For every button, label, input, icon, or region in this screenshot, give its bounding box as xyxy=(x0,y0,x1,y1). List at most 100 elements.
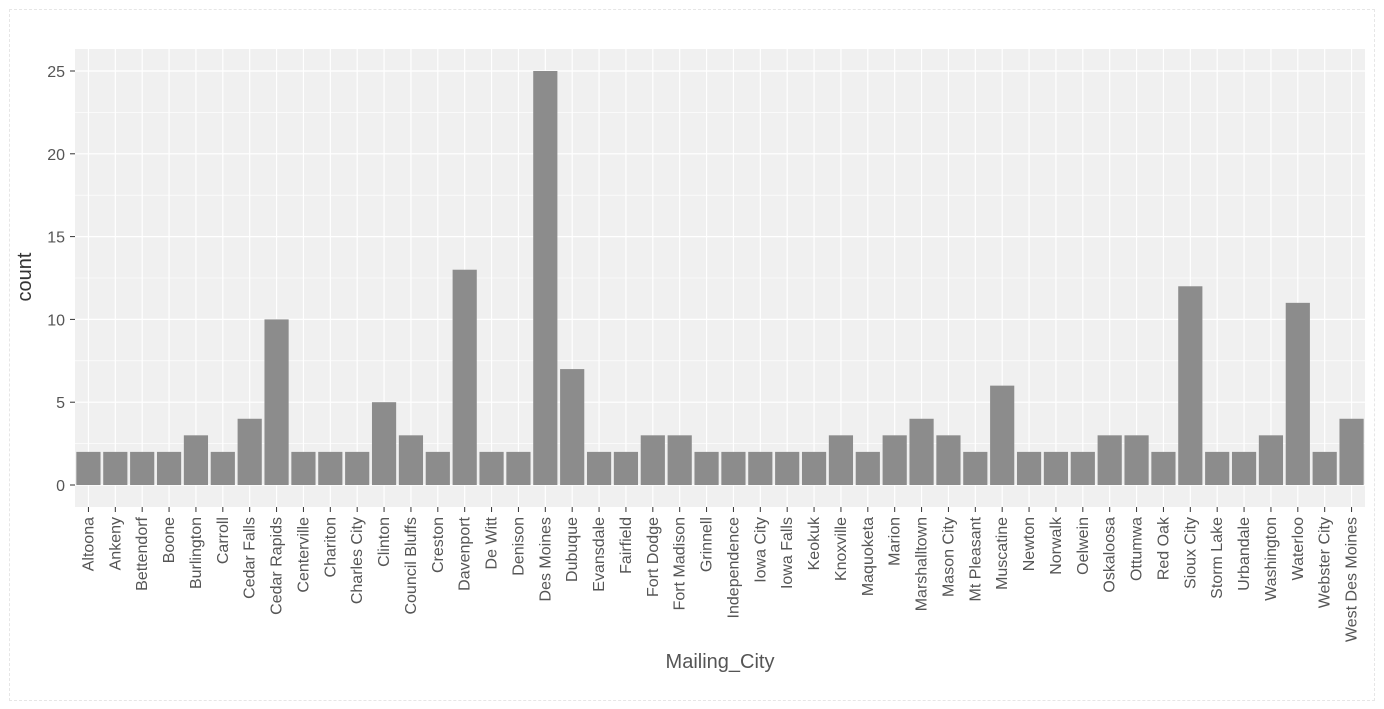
x-tick-label: Ankeny xyxy=(107,517,124,570)
bar-waterloo xyxy=(1285,302,1310,485)
x-tick-label: Burlington xyxy=(188,517,205,589)
x-tick-label: Council Bluffs xyxy=(403,517,420,615)
x-tick-label: Muscatine xyxy=(994,517,1011,590)
x-tick-label: Cedar Falls xyxy=(242,517,259,599)
bar-webster-city xyxy=(1312,451,1337,485)
x-tick-label: Storm Lake xyxy=(1209,517,1226,599)
x-tick-label: Knoxville xyxy=(833,517,850,581)
x-tick-label: De Witt xyxy=(484,516,501,569)
bar-washington xyxy=(1258,435,1284,485)
bar-davenport xyxy=(452,269,477,485)
x-tick-label: Cedar Rapids xyxy=(269,517,286,615)
y-tick-label: 25 xyxy=(47,64,65,81)
bar-boone xyxy=(156,451,182,485)
x-tick-label: Fort Dodge xyxy=(645,517,662,597)
y-tick-label: 10 xyxy=(47,312,65,329)
bar-de-witt xyxy=(479,451,504,485)
x-tick-label: Denison xyxy=(510,517,527,576)
y-tick-label: 20 xyxy=(47,147,65,164)
x-tick-label: Oskaloosa xyxy=(1102,517,1119,593)
x-tick-label: Red Oak xyxy=(1155,516,1172,580)
y-tick-label: 15 xyxy=(47,230,65,247)
bar-west-des-moines xyxy=(1339,418,1364,485)
bar-marshalltown xyxy=(909,418,934,485)
x-tick-label: Newton xyxy=(1021,517,1038,571)
x-tick-label: Ottumwa xyxy=(1129,517,1146,581)
bar-independence xyxy=(721,451,746,485)
bar-oskaloosa xyxy=(1097,435,1122,485)
x-tick-label: Centerville xyxy=(295,517,312,593)
bar-mt-pleasant xyxy=(963,451,988,485)
x-tick-label: Charles City xyxy=(349,517,366,604)
bar-carroll xyxy=(210,451,235,485)
y-tick-label: 5 xyxy=(56,395,65,412)
x-tick-label: Davenport xyxy=(457,516,474,590)
bar-clinton xyxy=(371,402,397,485)
y-axis: 0 5 10 15 20 25 xyxy=(47,64,75,495)
bar-evansdale xyxy=(586,451,612,485)
x-tick-label: Waterloo xyxy=(1290,517,1307,581)
bar-newton xyxy=(1016,451,1042,485)
x-tick-label: Clinton xyxy=(376,517,393,567)
bar-fort-dodge xyxy=(640,435,665,485)
bar-burlington xyxy=(183,435,209,485)
bar-fort-madison xyxy=(667,435,692,485)
y-axis-label: count xyxy=(14,252,36,301)
bar-bettendorf xyxy=(130,451,155,485)
x-tick-label: Carroll xyxy=(215,517,232,564)
bar-creston xyxy=(425,451,450,485)
bar-muscatine xyxy=(990,385,1015,485)
bar-sioux-city xyxy=(1178,286,1203,485)
bar-knoxville xyxy=(828,435,854,485)
x-tick-label: Webster City xyxy=(1317,517,1334,608)
bars xyxy=(76,71,1364,485)
bar-maquoketa xyxy=(855,451,880,485)
x-tick-label: Des Moines xyxy=(537,517,554,601)
bar-ottumwa xyxy=(1124,435,1149,485)
x-tick-label: Independence xyxy=(725,517,742,619)
bar-altoona xyxy=(76,451,101,485)
x-tick-label: Marshalltown xyxy=(914,517,931,611)
x-tick-label: West Des Moines xyxy=(1344,517,1361,642)
y-tick-label: 0 xyxy=(56,478,65,495)
x-tick-label: Washington xyxy=(1263,517,1280,601)
bar-norwalk xyxy=(1043,451,1069,485)
bar-grinnell xyxy=(694,451,719,485)
x-axis-label: Mailing_City xyxy=(666,651,775,673)
bar-mason-city xyxy=(936,435,961,485)
bar-cedar-rapids xyxy=(264,319,289,485)
bar-cedar-falls xyxy=(237,418,262,485)
x-tick-label: Norwalk xyxy=(1048,516,1065,575)
x-tick-label: Marion xyxy=(887,517,904,566)
x-tick-label: Chariton xyxy=(322,517,339,577)
x-tick-label: Iowa City xyxy=(752,517,769,583)
x-tick-label: Evansdale xyxy=(591,517,608,592)
bar-des-moines xyxy=(533,71,558,485)
x-tick-label: Fairfield xyxy=(618,517,635,574)
bar-iowa-falls xyxy=(775,451,800,485)
bar-chariton xyxy=(318,451,343,485)
x-tick-label: Grinnell xyxy=(699,517,716,572)
grid-lines xyxy=(75,49,1365,507)
x-tick-label: Fort Madison xyxy=(672,517,689,610)
x-axis: Altoona Ankeny Bettendorf Boone Burlington Ca… xyxy=(80,507,1361,642)
bar-red-oak xyxy=(1151,451,1176,485)
x-tick-label: Iowa Falls xyxy=(779,517,796,589)
x-tick-label: Keokuk xyxy=(806,516,823,570)
x-tick-label: Altoona xyxy=(80,517,97,571)
bar-marion xyxy=(882,435,907,485)
x-tick-label: Urbandale xyxy=(1236,517,1253,591)
x-tick-label: Maquoketa xyxy=(860,517,877,596)
bar-ankeny xyxy=(103,451,128,485)
x-tick-label: Sioux City xyxy=(1182,517,1199,589)
bar-dubuque xyxy=(560,369,585,485)
bar-charles-city xyxy=(345,451,370,485)
chart-frame xyxy=(9,9,1375,701)
x-tick-label: Oelwein xyxy=(1075,517,1092,575)
bar-storm-lake xyxy=(1205,451,1230,485)
bar-iowa-city xyxy=(748,451,773,485)
x-tick-label: Mason City xyxy=(940,517,957,597)
bar-fairfield xyxy=(613,451,639,485)
bar-centerville xyxy=(291,451,316,485)
